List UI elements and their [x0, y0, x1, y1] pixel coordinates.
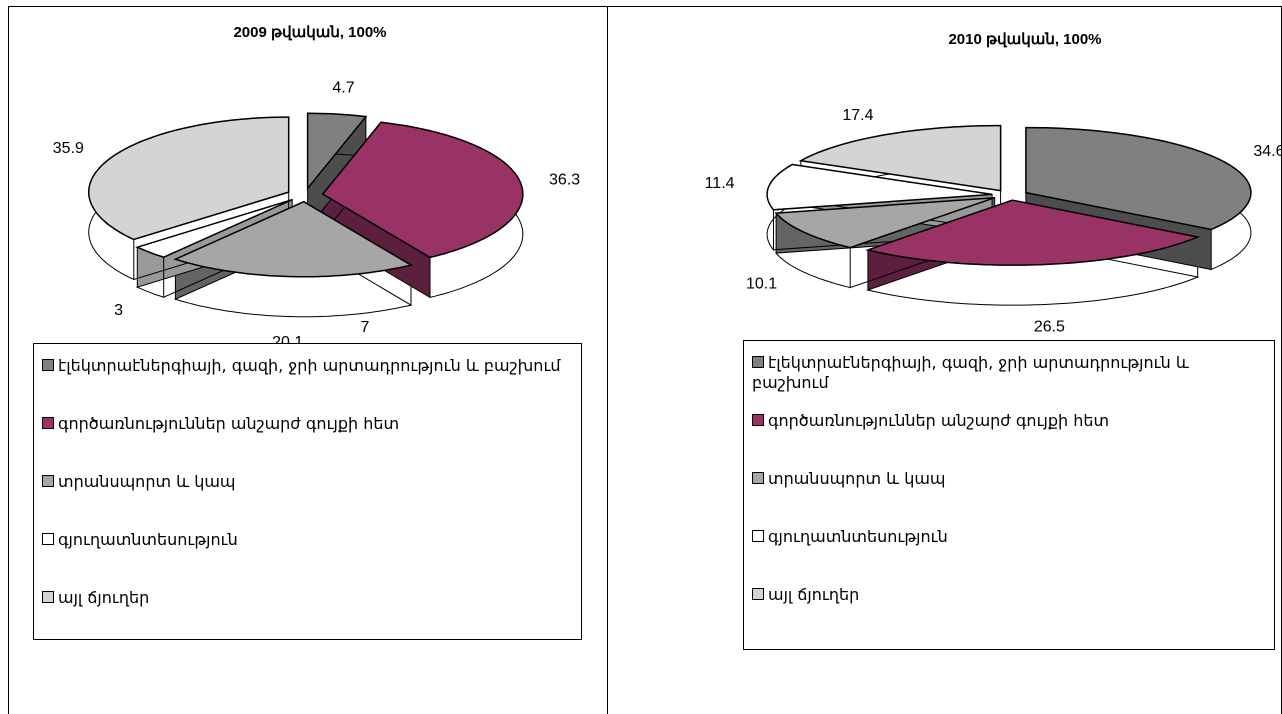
legend-label: էլեկտրաէներգիայի, գազի, ջրի արտադրությու… [58, 356, 561, 375]
slice [173, 200, 414, 278]
legend-item: տրանսպորտ և կապ [42, 472, 573, 492]
slice [1025, 126, 1252, 231]
legend-swatch [752, 588, 764, 600]
legend-label: այլ ճյուղեր [58, 588, 150, 607]
slice [766, 163, 993, 211]
legend-label: էլեկտրաէներգիայի, գազի, ջրի արտադրությու… [752, 353, 1189, 392]
legend-swatch [42, 359, 54, 371]
slice [135, 198, 293, 259]
slice [306, 112, 368, 191]
value-label: 26.5 [1034, 318, 1065, 335]
legend-label: գյուղատնտեսություն [58, 530, 238, 549]
legend-item: գյուղատնտեսություն [752, 527, 1266, 547]
legend: էլեկտրաէներգիայի, գազի, ջրի արտադրությու… [743, 340, 1275, 650]
legend-label: տրանսպորտ և կապ [58, 472, 236, 491]
value-label: 35.9 [53, 140, 84, 157]
legend-swatch [752, 414, 764, 426]
legend-label: գյուղատնտեսություն [768, 527, 948, 546]
legend-label: գործառնություններ անշարժ գույքի հետ [58, 414, 400, 433]
legend-item: գյուղատնտեսություն [42, 530, 573, 550]
legend-swatch [752, 356, 764, 368]
legend-item: տրանսպորտ և կապ [752, 469, 1266, 489]
slice [321, 121, 524, 259]
value-label: 17.4 [842, 107, 873, 124]
legend: էլեկտրաէներգիայի, գազի, ջրի արտադրությու… [33, 343, 582, 640]
chart-title: 2010 թվական, 100% [948, 31, 1101, 48]
legend-item: այլ ճյուղեր [42, 588, 573, 608]
slice [865, 199, 1201, 266]
legend-item: այլ ճյուղեր [752, 585, 1266, 605]
value-label: 34.6 [1253, 143, 1282, 160]
chart-title: 2009 թվական, 100% [233, 24, 386, 41]
value-label: 10.1 [746, 275, 777, 292]
legend-label: տրանսպորտ և կապ [768, 469, 946, 488]
legend-label: գործառնություններ անշարժ գույքի հետ [768, 411, 1110, 430]
legend-item: գործառնություններ անշարժ գույքի հետ [42, 414, 573, 434]
legend-swatch [42, 533, 54, 545]
slice [87, 116, 290, 241]
slice [774, 196, 995, 249]
value-label: 4.7 [332, 79, 354, 96]
legend-swatch [752, 472, 764, 484]
annotation: 7 [361, 319, 370, 336]
slice [798, 124, 1002, 192]
legend-swatch [42, 475, 54, 487]
legend-swatch [42, 417, 54, 429]
value-label: 36.3 [549, 172, 580, 189]
value-label: 3 [114, 302, 123, 319]
legend-item: էլեկտրաէներգիայի, գազի, ջրի արտադրությու… [752, 353, 1266, 393]
legend-item: էլեկտրաէներգիայի, գազի, ջրի արտադրությու… [42, 356, 573, 376]
legend-swatch [42, 591, 54, 603]
legend-item: գործառնություններ անշարժ գույքի հետ [752, 411, 1266, 431]
value-label: 11.4 [705, 175, 735, 192]
legend-label: այլ ճյուղեր [768, 585, 860, 604]
legend-swatch [752, 530, 764, 542]
